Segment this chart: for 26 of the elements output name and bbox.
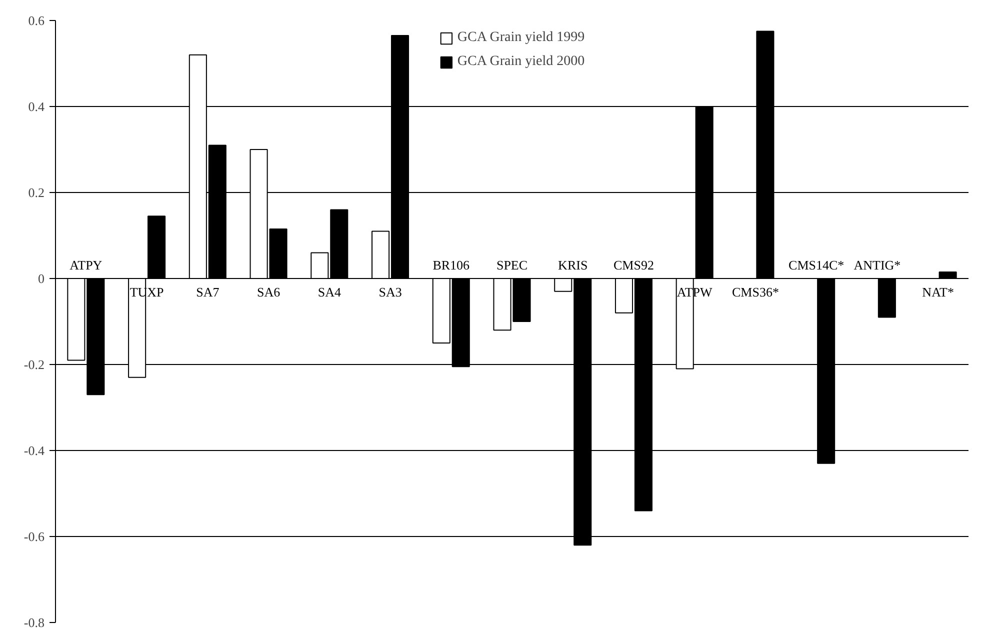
y-tick-label: -0.4 [24, 443, 45, 458]
x-tick-label: CMS36* [732, 284, 779, 300]
x-tick-label: SA4 [318, 284, 342, 300]
y-tick-label: 0 [38, 271, 44, 286]
x-tick-label: KRIS [558, 258, 588, 272]
x-tick-label: SPEC [496, 258, 528, 272]
x-tick-label: CMS92 [614, 258, 654, 272]
y-tick-label: -0.2 [24, 357, 45, 372]
x-tick-label: SA7 [196, 284, 220, 300]
x-tick-label: CMS14C* [788, 258, 844, 272]
bar [938, 272, 957, 279]
y-tick-label: 0.6 [28, 13, 45, 28]
x-tick-label: BR106 [432, 258, 470, 272]
x-tick-label: ATPY [70, 258, 103, 272]
x-tick-label: NAT* [922, 284, 954, 300]
x-tick-label: SA6 [256, 284, 281, 300]
x-tick-label: ANTIG* [854, 258, 901, 272]
y-tick-label: -0.8 [24, 615, 45, 630]
bar [817, 278, 836, 464]
y-tick-label: 0.2 [28, 185, 44, 200]
y-tick-label: 0.4 [28, 99, 45, 114]
bar [878, 278, 896, 318]
legend-label: GCA Grain yield 1999 [457, 30, 585, 46]
y-tick-label: -0.6 [24, 529, 45, 544]
x-tick-label: SA3 [378, 284, 402, 300]
legend-label: GCA Grain yield 2000 [457, 54, 585, 70]
